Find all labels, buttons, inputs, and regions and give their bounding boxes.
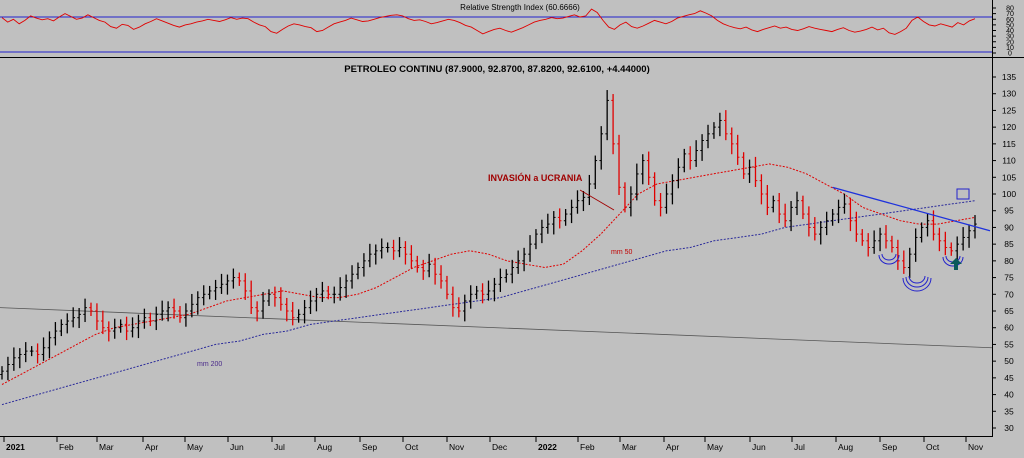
time-tick-label: Mar bbox=[99, 442, 114, 452]
price-tick-label: 45 bbox=[1004, 373, 1014, 383]
target-box bbox=[956, 188, 970, 200]
rsi-tick-label: 40 bbox=[1006, 28, 1014, 35]
rsi-tick-label: 50 bbox=[1006, 22, 1014, 29]
price-tick-label: 110 bbox=[1002, 156, 1016, 166]
rsi-title: Relative Strength Index (60.6666) bbox=[460, 3, 580, 12]
rsi-panel-bg bbox=[0, 0, 1024, 57]
price-title: PETROLEO CONTINU (87.9000, 92.8700, 87.8… bbox=[344, 64, 650, 75]
time-tick-label: Jul bbox=[274, 442, 285, 452]
price-bars bbox=[0, 90, 977, 381]
left-shoulder-marker bbox=[878, 253, 900, 265]
price-tick-label: 95 bbox=[1004, 206, 1014, 216]
time-tick-label: Apr bbox=[145, 442, 158, 452]
price-tick-label: 55 bbox=[1004, 339, 1014, 349]
price-tick-label: 65 bbox=[1004, 306, 1014, 316]
time-tick-label: May bbox=[187, 442, 204, 452]
rsi-tick-label: 20 bbox=[1006, 39, 1014, 46]
time-tick-label: Oct bbox=[926, 442, 940, 452]
time-tick-label: Jun bbox=[752, 442, 766, 452]
rsi-tick-label: 0 bbox=[1008, 51, 1012, 58]
time-tick-label: Aug bbox=[317, 442, 332, 452]
price-tick-label: 40 bbox=[1004, 390, 1014, 400]
price-tick-label: 35 bbox=[1004, 406, 1014, 416]
price-tick-label: 90 bbox=[1004, 222, 1014, 232]
time-axis: 2021 Feb Mar Apr May Jun Jul Aug Sep Oct Nov Dec 202… bbox=[3, 437, 984, 452]
price-tick-label: 80 bbox=[1004, 256, 1014, 266]
price-tick-label: 50 bbox=[1004, 356, 1014, 366]
rsi-series-line bbox=[1, 8, 976, 35]
price-axis: 30 35 40 45 50 55 60 65 70 75 80 85 90 95 100 105 110 115… bbox=[992, 72, 1016, 433]
time-tick-label: Sep bbox=[362, 442, 377, 452]
mm200-label: mm 200 bbox=[197, 361, 222, 368]
descending-trendline bbox=[832, 186, 991, 232]
price-tick-label: 130 bbox=[1002, 89, 1016, 99]
price-tick-label: 75 bbox=[1004, 273, 1014, 283]
rsi-tick-label: 10 bbox=[1006, 45, 1014, 52]
price-tick-label: 135 bbox=[1002, 72, 1016, 82]
price-tick-label: 85 bbox=[1004, 239, 1014, 249]
rsi-tick-label: 70 bbox=[1006, 11, 1014, 18]
price-tick-label: 100 bbox=[1002, 189, 1016, 199]
up-arrow-icon bbox=[950, 258, 962, 270]
time-tick-label: 2021 bbox=[6, 442, 25, 452]
mm50-label: mm 50 bbox=[611, 249, 633, 256]
time-tick-label: Dec bbox=[492, 442, 508, 452]
price-tick-label: 120 bbox=[1002, 122, 1016, 132]
price-tick-label: 60 bbox=[1004, 323, 1014, 333]
time-tick-label: Oct bbox=[405, 442, 419, 452]
rsi-tick-label: 80 bbox=[1006, 6, 1014, 13]
time-tick-label: Jul bbox=[794, 442, 805, 452]
time-tick-label: May bbox=[707, 442, 724, 452]
rsi-tick-label: 60 bbox=[1006, 17, 1014, 24]
long-term-trendline bbox=[0, 307, 993, 349]
price-tick-label: 70 bbox=[1004, 289, 1014, 299]
time-tick-label: Jun bbox=[230, 442, 244, 452]
time-tick-label: Feb bbox=[59, 442, 74, 452]
price-tick-label: 115 bbox=[1002, 139, 1016, 149]
time-tick-label: Nov bbox=[968, 442, 984, 452]
time-tick-label: Nov bbox=[449, 442, 465, 452]
price-tick-label: 30 bbox=[1004, 423, 1014, 433]
time-tick-label: Sep bbox=[882, 442, 897, 452]
rsi-tick-label: 30 bbox=[1006, 34, 1014, 41]
time-tick-label: Feb bbox=[580, 442, 595, 452]
time-tick-label: Aug bbox=[838, 442, 853, 452]
head-marker bbox=[902, 275, 932, 292]
time-tick-label: 2022 bbox=[538, 442, 557, 452]
time-tick-label: Apr bbox=[666, 442, 679, 452]
price-tick-label: 105 bbox=[1002, 172, 1016, 182]
invasion-pointer bbox=[579, 189, 615, 211]
price-tick-label: 125 bbox=[1002, 105, 1016, 115]
invasion-annotation: INVASIÓN a UCRANIA bbox=[488, 172, 583, 183]
mm50-series-line bbox=[1, 163, 976, 385]
time-tick-label: Mar bbox=[622, 442, 637, 452]
mm200-series-line bbox=[1, 200, 976, 406]
